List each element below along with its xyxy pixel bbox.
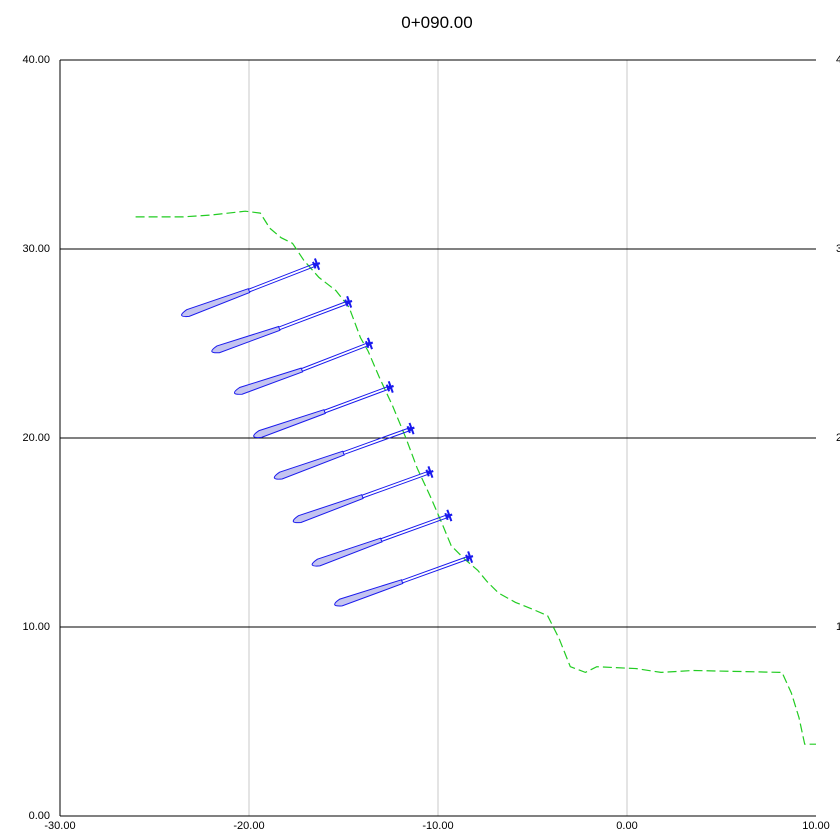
anchor (292, 466, 434, 524)
anchor-tendon (301, 341, 370, 370)
anchor (234, 337, 374, 395)
anchor-bond-zone (334, 579, 404, 607)
anchor-head-stub (407, 426, 415, 431)
anchor-bond-zone (292, 494, 364, 524)
x-tick-label: 10.00 (802, 820, 830, 832)
anchor-tendon (324, 387, 392, 414)
anchor-head-stub (365, 341, 374, 346)
anchor-tendon (343, 429, 413, 455)
x-tick-label: -30.00 (44, 820, 75, 832)
x-tick-label: -20.00 (233, 820, 264, 832)
anchor (253, 380, 394, 439)
anchor (311, 509, 453, 567)
y-tick-label: 30.00 (22, 243, 50, 255)
anchor-tendon (401, 555, 470, 581)
anchor-tendon (279, 302, 350, 331)
anchor-bond-zone (273, 450, 345, 480)
anchor-head-stub (465, 555, 474, 560)
tick-labels: -30.00 -20.00 -10.00 0.00 10.00 0.00 10.00 20.0… (22, 54, 840, 832)
anchor-tendon (278, 300, 349, 328)
anchor-bond-zone (234, 367, 304, 395)
ground-line (135, 210, 816, 745)
anchor-tendon (381, 516, 450, 542)
anchor-tendon (342, 426, 412, 453)
right-tick-label: 2 (836, 432, 840, 444)
y-tick-label: 0.00 (29, 810, 50, 822)
anchors (181, 258, 474, 607)
anchor-head-stub (426, 469, 434, 475)
x-tick-label: 0.00 (616, 820, 637, 832)
anchor-bond-zone (211, 325, 281, 354)
y-tick-label: 10.00 (22, 621, 50, 633)
grid (59, 59, 816, 817)
anchor-tendon (248, 262, 317, 290)
anchor-tendon (380, 513, 450, 540)
anchor (334, 551, 474, 607)
anchor-tendon (302, 344, 371, 372)
anchor-bond-zone (311, 537, 383, 567)
x-tick-label: -10.00 (422, 820, 453, 832)
right-tick-label: 4 (836, 54, 840, 66)
anchor-tendon (323, 385, 391, 411)
y-tick-label: 20.00 (22, 432, 50, 444)
chart-title: 0+090.00 (401, 13, 472, 32)
anchor-head-stub (345, 299, 353, 305)
anchor-bond-zone (253, 409, 326, 439)
anchor-head-stub (386, 384, 394, 390)
anchor (181, 258, 321, 318)
anchor (273, 422, 415, 480)
anchor-bond-zone (181, 288, 251, 318)
anchor-tendon (361, 470, 431, 496)
anchor-head-stub (312, 262, 321, 267)
anchor-tendon (249, 264, 318, 293)
anchor-head-stub (445, 513, 453, 518)
anchor (211, 295, 353, 354)
right-tick-label: 1 (836, 621, 840, 633)
right-tick-label: 3 (836, 243, 840, 255)
anchor-tendon (402, 557, 471, 584)
anchor-tendon (362, 472, 432, 499)
y-tick-label: 40.00 (22, 54, 50, 66)
ground-profile (135, 210, 816, 745)
